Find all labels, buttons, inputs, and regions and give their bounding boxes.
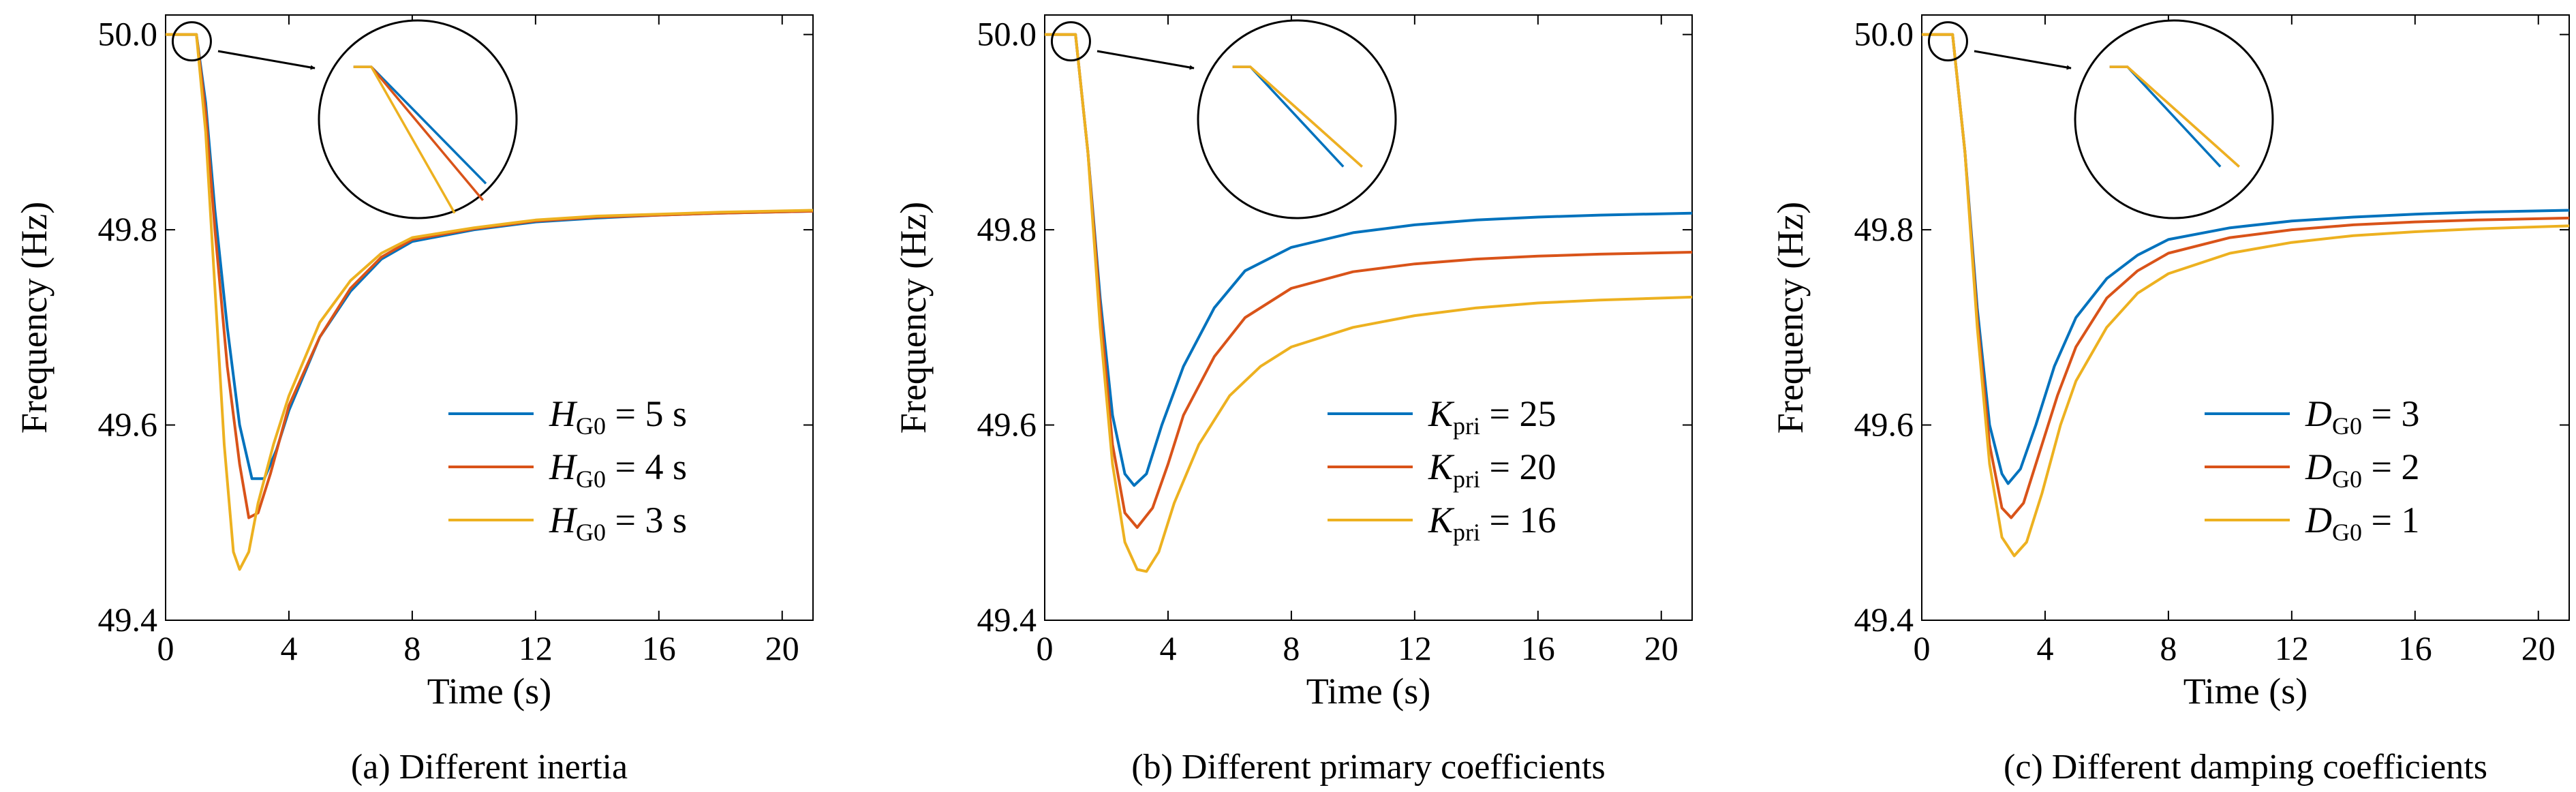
chart-panel-1: 0 4 8 12 16 20 49.4 49.6 49.8 50.0 Time (s) Frequen… (14, 14, 814, 787)
chart-panel-2: 0 4 8 12 16 20 49.4 49.6 49.8 50.0 Time (s) Frequen… (893, 14, 1693, 787)
x-tick-label: 4 (280, 629, 297, 667)
x-tick-label: 12 (519, 629, 553, 667)
legend-label: DG0 = 3 (2305, 393, 2419, 440)
y-axis-label: Frequency (Hz) (893, 202, 934, 433)
zoom-marker-circle (1927, 21, 1968, 62)
inset-circle (1197, 19, 1397, 219)
y-tick-label: 50.0 (977, 15, 1037, 53)
panel-caption: (a) Different inertia (351, 748, 628, 787)
x-tick-label: 12 (2275, 629, 2309, 667)
legend-label: HG0 = 4 s (549, 446, 687, 493)
zoom-arrow (1097, 50, 1195, 70)
legend-label: DG0 = 2 (2305, 446, 2419, 493)
legend-label: Kpri = 16 (1428, 500, 1557, 546)
y-axis-label: Frequency (Hz) (14, 202, 55, 433)
x-tick-label: 20 (2521, 629, 2556, 667)
plot-frame (1044, 14, 1693, 621)
legend-label: Kpri = 25 (1428, 393, 1557, 440)
y-tick-label: 49.8 (1854, 210, 1914, 248)
plot-frame (1921, 14, 2570, 621)
x-tick-label: 8 (1283, 629, 1300, 667)
y-tick-label: 49.6 (977, 406, 1037, 444)
panel-caption: (b) Different primary coefficients (1131, 748, 1605, 787)
inset-series-line (1232, 65, 1363, 168)
inset-circle (318, 19, 518, 219)
zoom-arrow (217, 50, 316, 70)
y-tick-label: 49.4 (1854, 600, 1914, 639)
x-tick-label: 8 (403, 629, 420, 667)
x-tick-label: 0 (1914, 629, 1931, 667)
x-tick-label: 4 (1159, 629, 1176, 667)
y-tick-label: 50.0 (98, 15, 158, 53)
x-tick-label: 20 (765, 629, 799, 667)
x-tick-label: 16 (642, 629, 676, 667)
inset-series-line (2109, 65, 2240, 168)
legend-label: HG0 = 3 s (549, 500, 687, 546)
series-line-3 (1922, 33, 2570, 558)
x-tick-label: 0 (157, 629, 174, 667)
x-axis-label: Time (s) (427, 671, 552, 712)
x-axis-label: Time (s) (1306, 671, 1431, 712)
y-tick-label: 49.6 (1854, 406, 1914, 444)
series-line-3 (1045, 33, 1693, 573)
chart-panel-3: 0 4 8 12 16 20 49.4 49.6 49.8 50.0 Time (s) Frequen… (1770, 14, 2570, 787)
legend-label: Kpri = 20 (1428, 446, 1557, 493)
plot-frame (165, 14, 814, 621)
x-tick-label: 12 (1398, 629, 1432, 667)
x-axis-label: Time (s) (2183, 671, 2308, 712)
y-tick-label: 49.8 (98, 210, 158, 248)
inset-circle (2074, 19, 2274, 219)
x-tick-label: 4 (2036, 629, 2053, 667)
legend-label: DG0 = 1 (2305, 500, 2419, 546)
legend-label: HG0 = 5 s (549, 393, 687, 440)
y-tick-label: 49.8 (977, 210, 1037, 248)
chart-panels: 0 4 8 12 16 20 49.4 49.6 49.8 50.0 Time (s) Frequen… (14, 14, 2570, 787)
x-tick-label: 0 (1037, 629, 1054, 667)
zoom-arrow (1974, 50, 2072, 70)
y-tick-label: 49.6 (98, 406, 158, 444)
y-tick-label: 49.4 (977, 600, 1037, 639)
y-tick-label: 49.4 (98, 600, 158, 639)
x-tick-label: 16 (1521, 629, 1555, 667)
y-axis-label: Frequency (Hz) (1770, 202, 1811, 433)
inset-series-line (353, 65, 456, 214)
panel-caption: (c) Different damping coefficients (2004, 748, 2487, 787)
series-line-3 (166, 33, 814, 571)
y-tick-label: 50.0 (1854, 15, 1914, 53)
zoom-marker-circle (171, 21, 212, 62)
x-tick-label: 20 (1644, 629, 1678, 667)
x-tick-label: 16 (2398, 629, 2432, 667)
zoom-marker-circle (1050, 21, 1091, 62)
x-tick-label: 8 (2160, 629, 2177, 667)
